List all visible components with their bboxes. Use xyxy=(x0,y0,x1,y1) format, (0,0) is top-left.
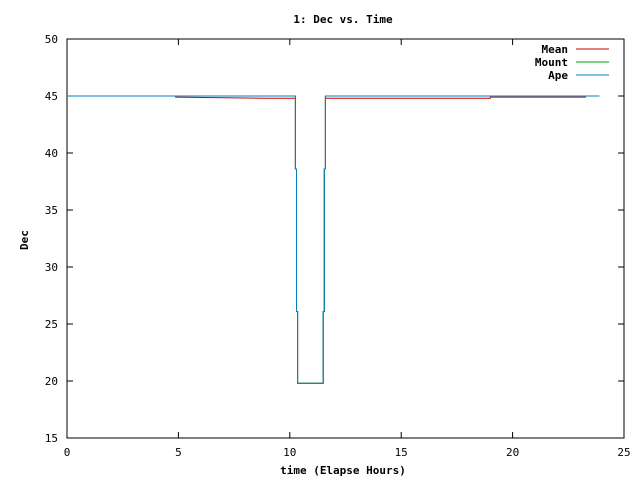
legend-label: Ape xyxy=(548,69,568,82)
y-tick-label: 15 xyxy=(45,432,58,445)
y-tick-label: 30 xyxy=(45,261,58,274)
plot-frame xyxy=(66,38,625,439)
y-tick-label: 45 xyxy=(45,90,58,103)
x-tick-label: 0 xyxy=(64,446,71,459)
x-tick-label: 5 xyxy=(175,446,182,459)
y-tick-label: 35 xyxy=(45,204,58,217)
series-line-ape xyxy=(67,95,600,384)
y-tick-label: 50 xyxy=(45,33,58,46)
legend-label: Mount xyxy=(535,56,568,69)
series-line-mount xyxy=(67,95,600,384)
legend-label: Mean xyxy=(542,43,569,56)
x-tick-label: 10 xyxy=(283,446,296,459)
y-axis-label: Dec xyxy=(18,230,31,250)
x-tick-label: 15 xyxy=(395,446,408,459)
y-tick-label: 25 xyxy=(45,318,58,331)
x-axis: 0 5 10 15 20 25 xyxy=(64,39,631,459)
x-tick-label: 20 xyxy=(506,446,519,459)
y-axis: 15 20 25 30 35 40 45 50 xyxy=(45,33,624,445)
y-tick-label: 40 xyxy=(45,147,58,160)
series-layer xyxy=(67,95,600,384)
x-tick-label: 25 xyxy=(617,446,630,459)
x-axis-label: time (Elapse Hours) xyxy=(280,464,406,477)
y-tick-label: 20 xyxy=(45,375,58,388)
series-line-mean xyxy=(175,96,587,384)
chart-title: 1: Dec vs. Time xyxy=(293,13,393,26)
